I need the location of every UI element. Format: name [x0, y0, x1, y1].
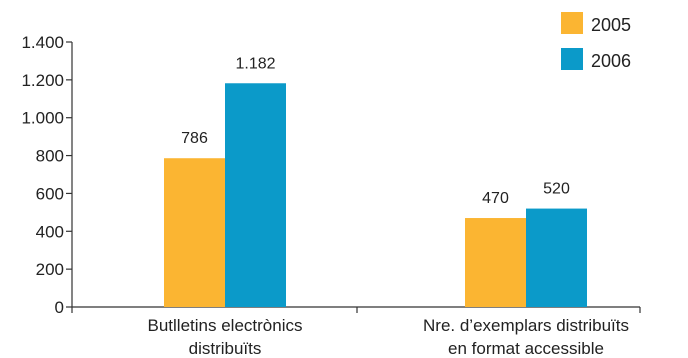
- y-tick-label: 1.400: [21, 33, 64, 52]
- bar-2006-cat-0: [225, 83, 286, 307]
- legend-swatch-2006: [561, 48, 583, 70]
- bars: [164, 83, 587, 307]
- y-axis: 0 200 400 600 800 1.000 1.200 1.400: [21, 33, 73, 317]
- category-label: distribuïts: [189, 339, 262, 358]
- y-tick-label: 0: [55, 298, 64, 317]
- category-labels: Butlletins electrònics distribuïts Nre. d’…: [148, 316, 629, 358]
- data-labels: 786 470 1.182 520: [181, 55, 570, 207]
- bar-2005-cat-0: [164, 158, 225, 307]
- y-tick-label: 1.000: [21, 109, 64, 128]
- category-label: Nre. d’exemplars distribuïts: [423, 316, 629, 335]
- data-label-2006-cat-0: 1.182: [235, 55, 275, 72]
- y-tick-label: 600: [36, 184, 64, 203]
- x-axis: [71, 306, 641, 313]
- data-label-2005-cat-0: 786: [181, 130, 208, 147]
- category-label: Butlletins electrònics: [148, 316, 303, 335]
- legend-label-2006: 2006: [591, 51, 631, 71]
- y-tick-label: 400: [36, 222, 64, 241]
- legend: 2005 2006: [561, 12, 631, 71]
- legend-label-2005: 2005: [591, 15, 631, 35]
- legend-swatch-2005: [561, 12, 583, 34]
- data-label-2005-cat-1: 470: [482, 190, 509, 207]
- y-tick-label: 800: [36, 147, 64, 166]
- y-tick-label: 1.200: [21, 71, 64, 90]
- y-tick-label: 200: [36, 260, 64, 279]
- data-label-2006-cat-1: 520: [543, 181, 570, 198]
- category-label: en format accessible: [448, 339, 604, 358]
- bar-2005-cat-1: [465, 218, 526, 307]
- bar-2006-cat-1: [526, 208, 587, 307]
